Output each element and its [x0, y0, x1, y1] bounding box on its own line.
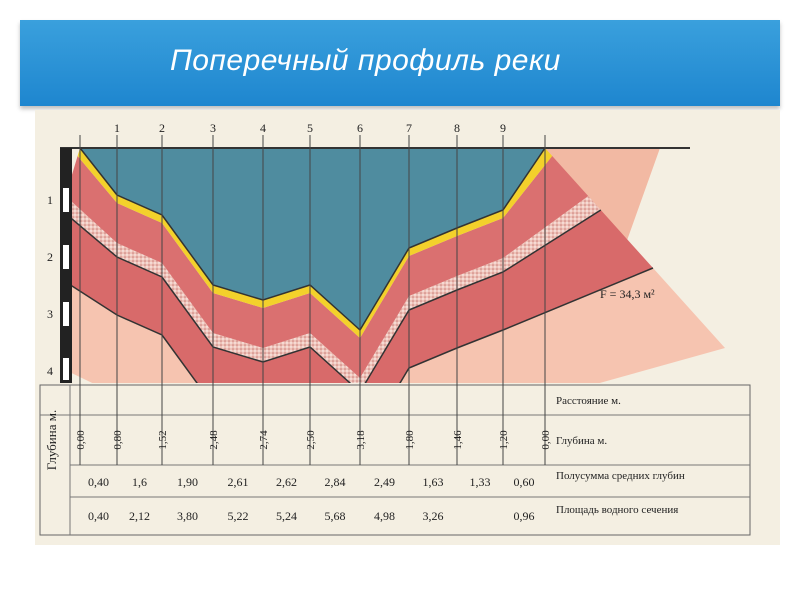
vertical-number: 2: [159, 121, 165, 135]
depth-axis-label: Глубина м.: [44, 410, 59, 470]
table-value: 0,96: [514, 509, 535, 523]
table-value: 1,63: [423, 475, 444, 489]
table-value: 0,60: [514, 475, 535, 489]
vertical-number: 6: [357, 121, 363, 135]
depth-value: 3,18: [355, 430, 367, 450]
depth-value: 0,00: [75, 430, 87, 450]
table-value: 5,22: [228, 509, 249, 523]
depth-value: 1,46: [452, 430, 464, 450]
vertical-number: 3: [210, 121, 216, 135]
depth-scale-label: 4: [47, 364, 53, 378]
table-value: 0,40: [88, 509, 109, 523]
table-value: 4,98: [374, 509, 395, 523]
vertical-number: 1: [114, 121, 120, 135]
depth-value: 2,50: [305, 430, 317, 450]
row-label: Площадь водного сечения: [556, 504, 678, 516]
depth-value: 1,52: [157, 430, 169, 449]
ruler-mark: [63, 302, 69, 326]
depth-scale-label: 2: [47, 250, 53, 264]
soil-layer: [72, 268, 725, 383]
table-value: 5,68: [325, 509, 346, 523]
depth-value: 1,20: [498, 430, 510, 450]
vertical-number: 4: [260, 121, 266, 135]
table-value: 2,84: [325, 475, 346, 489]
table-value: 1,6: [132, 475, 147, 489]
area-label: F = 34,3 м²: [600, 287, 655, 301]
depth-value: 0,80: [112, 430, 124, 450]
row-label: Полусумма средних глубин: [556, 470, 685, 482]
row-label: Глубина м.: [556, 435, 607, 447]
layer-line: [72, 267, 654, 383]
table-value: 5,24: [276, 509, 297, 523]
vertical-number: 7: [406, 121, 412, 135]
table-value: 0,40: [88, 475, 109, 489]
table-value: 1,90: [177, 475, 198, 489]
title: Поперечный профиль реки: [170, 44, 561, 77]
depth-value: 0,00: [540, 430, 552, 450]
header: Поперечный профиль реки: [20, 20, 780, 106]
table-value: 2,12: [129, 509, 150, 523]
vertical-number: 9: [500, 121, 506, 135]
depth-value: 2,48: [208, 430, 220, 450]
vertical-number: 8: [454, 121, 460, 135]
table-value: 2,62: [276, 475, 297, 489]
depth-scale-label: 1: [47, 193, 53, 207]
soil-layer: [72, 196, 601, 383]
row-label: Расстояние м.: [556, 395, 621, 407]
depth-scale-label: 3: [47, 307, 53, 321]
ruler-mark: [63, 245, 69, 269]
table-value: 3,26: [423, 509, 444, 523]
water: [78, 147, 547, 332]
vertical-number: 5: [307, 121, 313, 135]
table-frame: [39, 384, 751, 536]
table-value: 3,80: [177, 509, 198, 523]
depth-value: 1,80: [404, 430, 416, 450]
soil-layer: [72, 156, 589, 378]
table-value: 2,61: [228, 475, 249, 489]
table-value: 2,49: [374, 475, 395, 489]
ruler-mark: [63, 188, 69, 212]
table-value: 1,33: [470, 475, 491, 489]
depth-value: 2,74: [258, 430, 270, 450]
soil-layer: [72, 210, 653, 383]
ruler-mark: [63, 358, 69, 380]
